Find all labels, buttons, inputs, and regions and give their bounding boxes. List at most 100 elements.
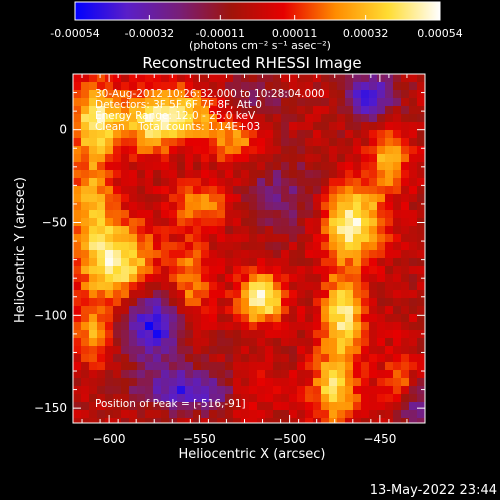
heatmap-cell xyxy=(281,162,289,170)
heatmap-cell xyxy=(129,122,137,130)
heatmap-cell xyxy=(177,74,185,82)
heatmap-cell xyxy=(241,170,249,178)
heatmap-cell xyxy=(129,162,137,170)
heatmap-cell xyxy=(289,330,297,338)
heatmap-cell xyxy=(185,146,193,154)
heatmap-cell xyxy=(273,370,281,378)
heatmap-cell xyxy=(249,130,257,138)
heatmap-cell xyxy=(129,362,137,370)
heatmap-cell xyxy=(305,154,313,162)
heatmap-cell xyxy=(353,346,361,354)
heatmap-cell xyxy=(401,170,409,178)
heatmap-cell xyxy=(409,146,417,154)
heatmap-cell xyxy=(353,378,361,386)
heatmap-cell xyxy=(121,338,129,346)
heatmap-cell xyxy=(233,266,241,274)
heatmap-cell xyxy=(209,258,217,266)
heatmap-cell xyxy=(129,346,137,354)
heatmap-cell xyxy=(417,354,425,362)
heatmap-cell xyxy=(313,82,321,90)
heatmap-cell xyxy=(73,354,81,362)
heatmap-cell xyxy=(225,274,233,282)
heatmap-cell xyxy=(233,210,241,218)
heatmap-cell xyxy=(161,162,169,170)
heatmap-cell xyxy=(233,314,241,322)
heatmap-cell xyxy=(353,314,361,322)
heatmap-cell xyxy=(329,290,337,298)
heatmap-cell xyxy=(369,226,377,234)
heatmap-cell xyxy=(121,106,129,114)
heatmap-cell xyxy=(73,402,81,410)
heatmap-cell xyxy=(313,298,321,306)
heatmap-cell xyxy=(129,378,137,386)
heatmap-cell xyxy=(105,258,113,266)
heatmap-cell xyxy=(225,130,233,138)
heatmap-cell xyxy=(193,282,201,290)
heatmap-cell xyxy=(361,218,369,226)
heatmap-cell xyxy=(121,90,129,98)
heatmap-cell xyxy=(281,234,289,242)
heatmap-cell xyxy=(73,170,81,178)
heatmap-cell xyxy=(281,194,289,202)
heatmap-cell xyxy=(257,202,265,210)
heatmap-cell xyxy=(353,250,361,258)
heatmap-cell xyxy=(185,98,193,106)
heatmap-cell xyxy=(401,74,409,82)
heatmap-cell xyxy=(73,130,81,138)
heatmap-cell xyxy=(273,418,281,423)
heatmap-cell xyxy=(121,258,129,266)
heatmap-cell xyxy=(409,290,417,298)
heatmap-cell xyxy=(281,90,289,98)
heatmap-cell xyxy=(137,82,145,90)
heatmap-cell xyxy=(377,274,385,282)
heatmap-cell xyxy=(225,306,233,314)
heatmap-cell xyxy=(81,186,89,194)
heatmap-cell xyxy=(113,394,121,402)
heatmap-cell xyxy=(233,330,241,338)
heatmap-cell xyxy=(417,218,425,226)
heatmap-cell xyxy=(97,362,105,370)
heatmap-cell xyxy=(281,338,289,346)
heatmap-cell xyxy=(249,402,257,410)
heatmap-cell xyxy=(385,394,393,402)
heatmap-cell xyxy=(137,290,145,298)
heatmap-cell xyxy=(169,378,177,386)
heatmap-cell xyxy=(153,362,161,370)
heatmap-cell xyxy=(145,386,153,394)
heatmap-cell xyxy=(105,362,113,370)
heatmap-cell xyxy=(217,154,225,162)
heatmap-cell xyxy=(305,258,313,266)
heatmap-cell xyxy=(225,354,233,362)
heatmap-cell xyxy=(193,226,201,234)
heatmap-cell xyxy=(337,378,345,386)
colorbar-ticks: -0.00054 -0.00032 -0.00011 0.00011 0.00032 0.… xyxy=(50,15,463,40)
heatmap-cell xyxy=(321,138,329,146)
heatmap-cell xyxy=(313,202,321,210)
heatmap-cell xyxy=(313,186,321,194)
heatmap-cell xyxy=(97,378,105,386)
heatmap-cell xyxy=(81,178,89,186)
heatmap-cell xyxy=(129,226,137,234)
heatmap-cell xyxy=(209,186,217,194)
heatmap-cell xyxy=(161,218,169,226)
heatmap-cell xyxy=(409,370,417,378)
heatmap-cell xyxy=(265,330,273,338)
heatmap-cell xyxy=(209,218,217,226)
heatmap-cell xyxy=(281,178,289,186)
heatmap-cell xyxy=(233,138,241,146)
heatmap-cell xyxy=(305,106,313,114)
heatmap-cell xyxy=(193,354,201,362)
heatmap-cell xyxy=(385,402,393,410)
heatmap-cell xyxy=(409,82,417,90)
heatmap-cell xyxy=(209,314,217,322)
heatmap-cell xyxy=(257,362,265,370)
heatmap-cell xyxy=(241,186,249,194)
heatmap-cell xyxy=(81,98,89,106)
heatmap-cell xyxy=(329,122,337,130)
heatmap-cell xyxy=(273,234,281,242)
heatmap-cell xyxy=(321,394,329,402)
heatmap-cell xyxy=(401,394,409,402)
heatmap-cell xyxy=(353,114,361,122)
heatmap-cell xyxy=(121,314,129,322)
heatmap-cell xyxy=(217,98,225,106)
